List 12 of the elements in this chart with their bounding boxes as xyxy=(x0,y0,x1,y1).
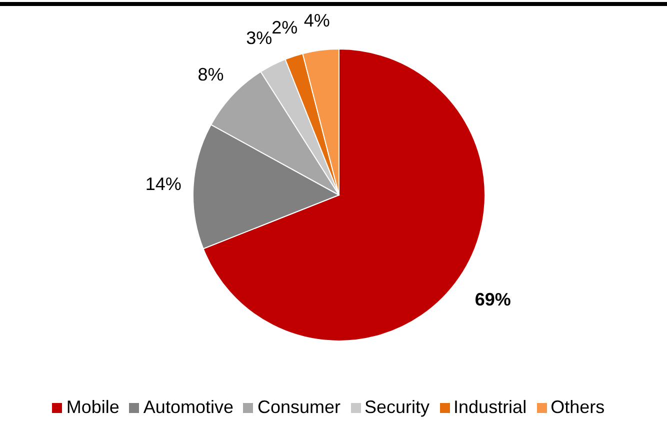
data-label: 14% xyxy=(145,174,182,194)
legend-label: Mobile xyxy=(66,397,120,417)
legend-label: Others xyxy=(550,397,605,417)
legend-label: Automotive xyxy=(143,397,234,417)
data-label: 8% xyxy=(198,64,224,85)
legend-label: Consumer xyxy=(257,397,340,417)
legend-label: Industrial xyxy=(454,397,527,417)
data-label: 2% xyxy=(272,18,298,38)
data-label: 4% xyxy=(304,10,330,30)
data-label: 69% xyxy=(474,290,511,310)
data-label: 3% xyxy=(246,28,272,48)
legend-label: Security xyxy=(364,397,430,417)
